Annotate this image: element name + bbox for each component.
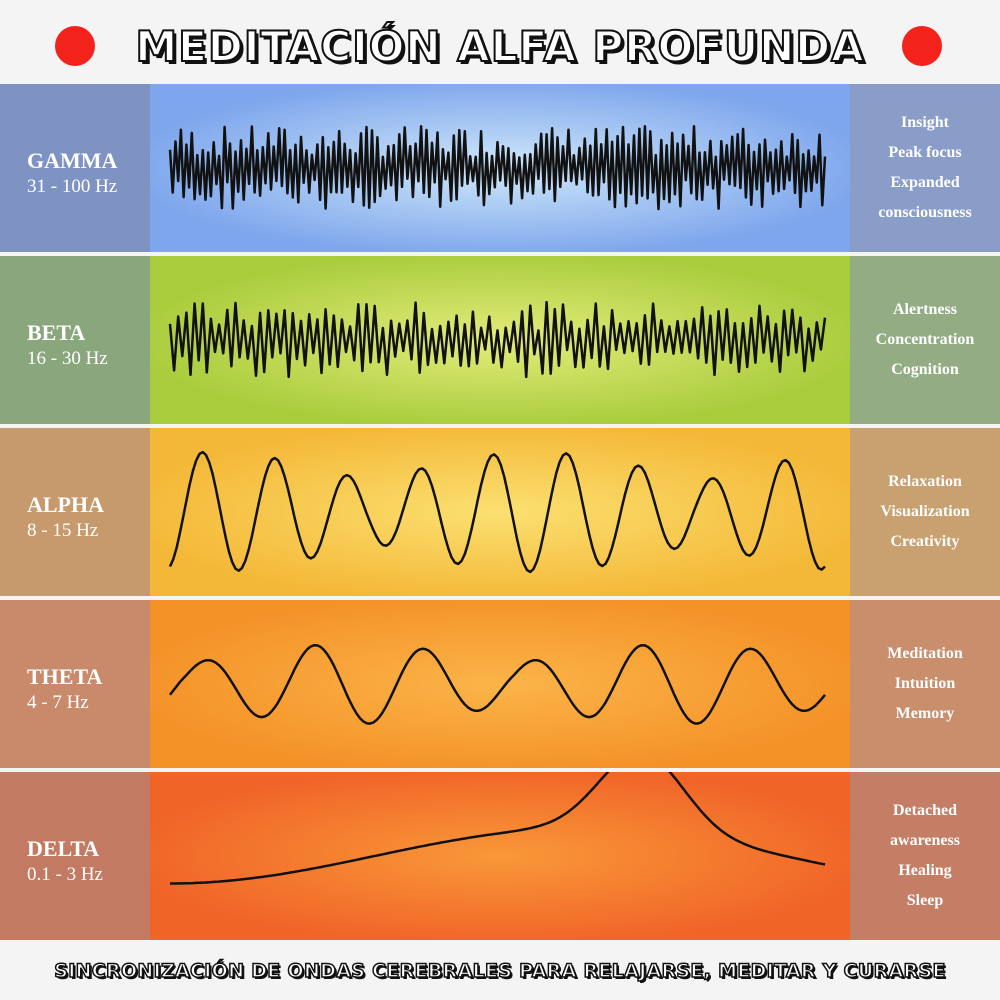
effect-label: Healing — [898, 862, 952, 879]
header: MEDITACIÓN ALFA PROFUNDA — [0, 0, 1000, 84]
effect-label: Concentration — [875, 331, 975, 348]
wave-name: THETA — [27, 664, 103, 689]
effect-label: Relaxation — [888, 473, 962, 490]
wave-name: GAMMA — [27, 148, 118, 173]
band-alpha: ALPHA 8 - 15 Hz Relaxation Visualization C… — [0, 428, 1000, 596]
effect-label: Expanded — [890, 174, 960, 191]
effect-label: Creativity — [890, 533, 960, 550]
brainwave-line — [170, 772, 826, 885]
wave-frequency: 31 - 100 Hz — [27, 176, 118, 197]
wave-label-panel: ALPHA 8 - 15 Hz — [0, 428, 150, 596]
wave-name: DELTA — [27, 836, 100, 861]
brainwave-graph — [169, 643, 826, 725]
band-delta: DELTA 0.1 - 3 Hz Detached awareness Healin… — [0, 772, 1000, 940]
brainwave-line — [168, 300, 827, 379]
wave-panel — [150, 772, 850, 940]
page-title: MEDITACIÓN ALFA PROFUNDA — [134, 21, 865, 72]
wave-label-panel: BETA 16 - 30 Hz — [0, 256, 150, 424]
wave-frequency: 16 - 30 Hz — [27, 348, 108, 369]
red-dot-icon — [902, 26, 942, 66]
effect-label: Alertness — [893, 301, 957, 318]
wave-name: BETA — [27, 320, 86, 345]
effects-panel: Alertness Concentration Cognition — [850, 256, 1000, 424]
effect-label: Intuition — [894, 675, 956, 692]
band-gamma: GAMMA 31 - 100 Hz Insight Peak focus Expan… — [0, 84, 1000, 252]
wave-frequency: 8 - 15 Hz — [27, 520, 99, 541]
red-dot-icon — [55, 26, 95, 66]
brainwave-line — [168, 125, 827, 211]
brainwave-line — [168, 450, 826, 574]
wave-frequency: 0.1 - 3 Hz — [27, 864, 103, 885]
effect-label: Cognition — [891, 361, 959, 378]
wave-label-panel: GAMMA 31 - 100 Hz — [0, 84, 150, 252]
wave-frequency: 4 - 7 Hz — [27, 692, 89, 713]
wave-panel — [150, 256, 850, 424]
brainwave-graph — [170, 772, 826, 885]
effects-panel: Insight Peak focus Expanded consciousness — [850, 84, 1000, 252]
brainwave-graph — [168, 125, 827, 211]
brainwave-line — [169, 643, 826, 725]
effects-panel: Meditation Intuition Memory — [850, 600, 1000, 768]
wave-label-panel: THETA 4 - 7 Hz — [0, 600, 150, 768]
wave-label-panel: DELTA 0.1 - 3 Hz — [0, 772, 150, 940]
effect-label: Detached — [893, 802, 957, 819]
effect-label: Memory — [895, 705, 955, 722]
footer: SINCRONIZACIÓN DE ONDAS CEREBRALES PARA … — [0, 940, 1000, 1000]
effects-panel: Detached awareness Healing Sleep — [850, 772, 1000, 940]
effect-label: Peak focus — [888, 144, 962, 161]
effect-label: Insight — [900, 114, 950, 131]
effect-label: awareness — [890, 832, 960, 849]
effect-label: Sleep — [906, 892, 944, 909]
brainwave-graph — [168, 300, 827, 379]
effect-label: consciousness — [878, 204, 972, 221]
wave-panel — [150, 428, 850, 596]
effects-panel: Relaxation Visualization Creativity — [850, 428, 1000, 596]
wave-panel — [150, 84, 850, 252]
brainwave-graph — [168, 450, 826, 574]
effect-label: Visualization — [880, 503, 970, 520]
band-theta: THETA 4 - 7 Hz Meditation Intuition Memory — [0, 600, 1000, 768]
wave-name: ALPHA — [27, 492, 104, 517]
band-beta: BETA 16 - 30 Hz Alertness Concentration Co… — [0, 256, 1000, 424]
effect-label: Meditation — [887, 645, 963, 662]
wave-panel — [150, 600, 850, 768]
subtitle: SINCRONIZACIÓN DE ONDAS CEREBRALES PARA … — [53, 959, 946, 983]
